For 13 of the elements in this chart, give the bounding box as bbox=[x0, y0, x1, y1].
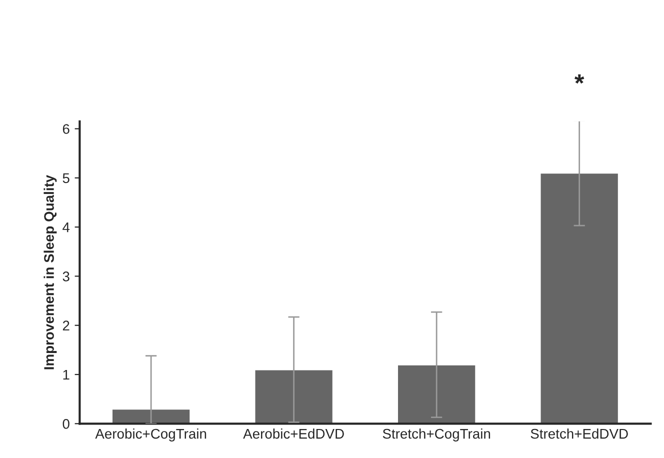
x-tick-label: Stretch+EdDVD bbox=[530, 428, 628, 439]
y-axis-title: Improvement in Sleep Quality bbox=[44, 174, 57, 370]
x-tick-label: Stretch+CogTrain bbox=[382, 428, 490, 442]
y-tick-label: 4 bbox=[62, 222, 70, 232]
y-tick-label: 2 bbox=[62, 320, 70, 330]
y-tick-label: 0 bbox=[62, 418, 70, 429]
text: * bbox=[574, 74, 584, 84]
y-tick-label: 6 bbox=[62, 124, 70, 134]
x-tick-label: Aerobic+CogTrain bbox=[95, 428, 206, 442]
x-tick-label: Aerobic+EdDVD bbox=[243, 428, 344, 439]
y-tick-label: 5 bbox=[62, 173, 70, 184]
y-tick-label: 1 bbox=[63, 370, 70, 380]
y-tick-label: 3 bbox=[62, 272, 70, 282]
